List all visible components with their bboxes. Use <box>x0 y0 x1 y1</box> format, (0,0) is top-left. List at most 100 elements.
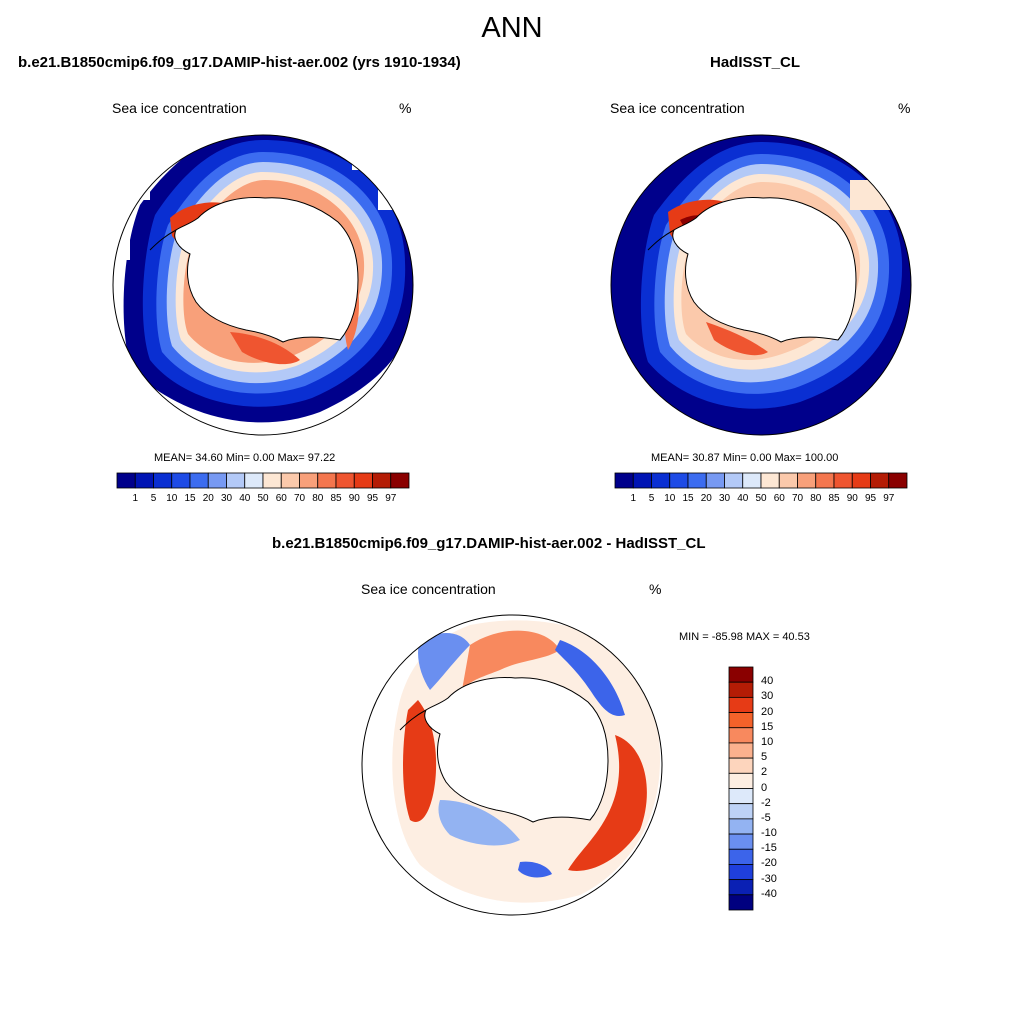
colorbar-swatch <box>669 472 689 489</box>
panel1-peninsula-outline <box>149 229 177 251</box>
colorbar-tick-label: -15 <box>761 842 777 855</box>
colorbar-swatch <box>171 472 191 489</box>
colorbar-tick-label: 70 <box>293 493 306 504</box>
colorbar-swatch <box>778 472 798 489</box>
panel3-diff-northeast-negative <box>555 640 625 716</box>
panel3-diff-east-positive <box>568 735 647 871</box>
colorbar-tick-label: 97 <box>883 493 895 504</box>
colorbar-tick-label: 50 <box>257 493 269 504</box>
colorbar-tick-label: 50 <box>755 493 767 504</box>
colorbar-tick-label: 30 <box>220 493 233 504</box>
panel3-units-label: % <box>649 581 662 597</box>
panel2-title: HadISST_CL <box>710 54 801 71</box>
panel2-peninsula-outline <box>647 229 675 251</box>
colorbar-swatch <box>870 472 890 489</box>
panel2-antarctica-outline <box>672 197 857 343</box>
colorbar-tick-label: 95 <box>366 493 379 504</box>
colorbar-swatch <box>335 472 355 489</box>
colorbar-swatch <box>207 472 227 489</box>
colorbar-swatch <box>728 864 754 881</box>
colorbar-tick-label: 70 <box>791 493 804 504</box>
colorbar-tick-label: 20 <box>700 493 712 504</box>
colorbar-tick-label: 5 <box>761 751 768 764</box>
colorbar-tick-label: 80 <box>810 493 822 504</box>
colorbar-swatch <box>851 472 871 489</box>
panel3-map <box>361 614 663 916</box>
colorbar-tick-label: 15 <box>184 493 196 504</box>
colorbar-swatch <box>687 472 707 489</box>
panel3-colorbar <box>728 666 754 911</box>
panel3-diff-north-positive <box>462 630 560 690</box>
colorbar-swatch <box>797 472 817 489</box>
colorbar-swatch <box>153 472 173 489</box>
colorbar-swatch <box>299 472 319 489</box>
panel1-variable-label: Sea ice concentration <box>112 100 247 116</box>
panel1-map <box>112 134 414 436</box>
colorbar-swatch <box>189 472 209 489</box>
panel1-colorbar <box>116 472 410 489</box>
panel3-stats: MIN = -85.98 MAX = 40.53 <box>679 631 810 643</box>
panel3-map-border <box>361 614 663 916</box>
colorbar-swatch <box>353 472 373 489</box>
colorbar-tick-label: 5 <box>648 493 655 504</box>
panel1-antarctica-outline <box>174 197 359 343</box>
panel3-diff-northwest-negative <box>418 633 470 690</box>
panel2-open-ocean-steps <box>850 180 890 210</box>
panel1-ross-ice <box>230 332 300 365</box>
colorbar-swatch <box>742 472 762 489</box>
colorbar-swatch <box>651 472 671 489</box>
panel2-variable-label: Sea ice concentration <box>610 100 745 116</box>
panel2-map-border <box>610 134 912 436</box>
colorbar-swatch <box>280 472 300 489</box>
colorbar-tick-label: 40 <box>239 493 251 504</box>
colorbar-swatch <box>728 772 754 789</box>
colorbar-tick-label: 95 <box>864 493 877 504</box>
colorbar-tick-label: 20 <box>761 705 774 718</box>
panel2-colorbar <box>614 472 908 489</box>
colorbar-tick-label: 90 <box>348 493 360 504</box>
colorbar-swatch <box>728 833 754 850</box>
panel3-peninsula-outline <box>399 709 427 731</box>
colorbar-tick-label: -10 <box>761 827 777 840</box>
colorbar-tick-label: 60 <box>773 493 785 504</box>
colorbar-swatch <box>728 879 754 896</box>
colorbar-tick-label: 40 <box>737 493 749 504</box>
panel3-diff-west-positive <box>403 700 437 822</box>
colorbar-swatch <box>728 712 754 729</box>
panel3-diff-south-patch <box>518 861 552 878</box>
colorbar-swatch <box>244 472 264 489</box>
colorbar-swatch <box>728 803 754 820</box>
colorbar-tick-label: 10 <box>761 735 774 748</box>
panel2-units-label: % <box>898 100 911 116</box>
colorbar-tick-label: 15 <box>761 720 774 733</box>
colorbar-tick-label: 10 <box>664 493 676 504</box>
colorbar-tick-label: -2 <box>761 796 771 809</box>
panel2-ross-ice <box>706 322 768 356</box>
panel1-units-label: % <box>399 100 412 116</box>
colorbar-swatch <box>705 472 725 489</box>
colorbar-tick-label: 30 <box>761 690 774 703</box>
panel3-diff-south-negative <box>438 800 520 846</box>
colorbar-tick-label: 2 <box>761 766 768 779</box>
panel2-map <box>610 134 912 436</box>
colorbar-tick-label: 85 <box>330 493 342 504</box>
colorbar-swatch <box>888 472 908 489</box>
colorbar-tick-label: 60 <box>275 493 287 504</box>
panel3-antarctica-outline <box>424 677 609 823</box>
colorbar-tick-label: 1 <box>132 493 139 504</box>
colorbar-swatch <box>728 696 754 713</box>
panel3-variable-label: Sea ice concentration <box>361 581 496 597</box>
panel2-stats: MEAN= 30.87 Min= 0.00 Max= 100.00 <box>651 452 839 464</box>
colorbar-tick-label: -40 <box>761 887 777 900</box>
colorbar-swatch <box>226 472 246 489</box>
colorbar-swatch <box>833 472 853 489</box>
colorbar-tick-label: -30 <box>761 872 777 885</box>
colorbar-tick-label: 0 <box>761 781 768 794</box>
colorbar-tick-label: 30 <box>718 493 731 504</box>
colorbar-swatch <box>632 472 652 489</box>
panel1-stats: MEAN= 34.60 Min= 0.00 Max= 97.22 <box>154 452 336 464</box>
colorbar-tick-label: 15 <box>682 493 694 504</box>
colorbar-swatch <box>760 472 780 489</box>
panel1-map-border <box>112 134 414 436</box>
